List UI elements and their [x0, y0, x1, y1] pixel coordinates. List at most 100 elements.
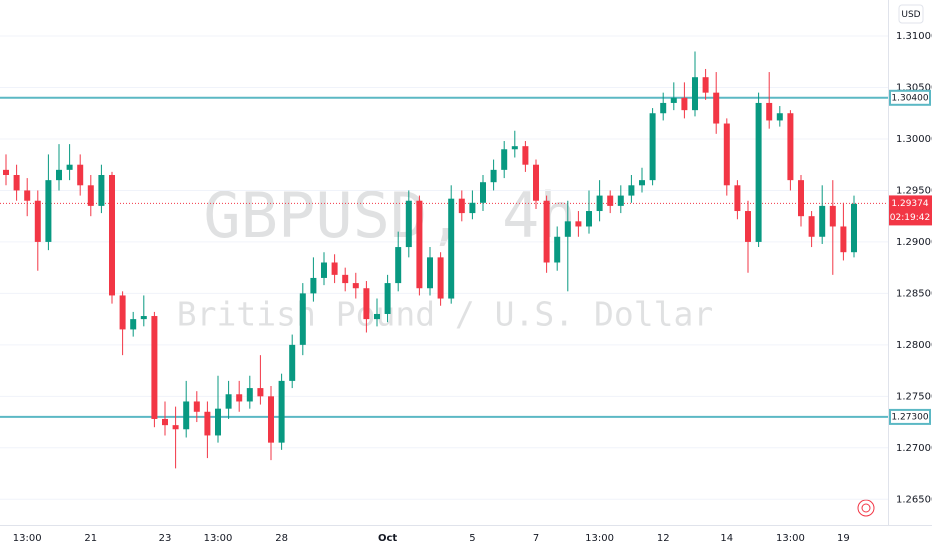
candle-body: [501, 149, 508, 170]
candle-body: [77, 164, 84, 186]
candle-body: [639, 180, 645, 186]
candle-body: [766, 102, 773, 121]
candle-body: [98, 175, 105, 206]
x-tick-label: 23: [159, 533, 172, 544]
y-tick-label: 1.29500: [896, 185, 932, 196]
candle-body: [34, 200, 41, 242]
candle-body: [522, 146, 529, 165]
candle-body: [829, 205, 836, 227]
candle-body: [787, 113, 794, 181]
candle-body: [109, 175, 115, 296]
candle-body: [660, 102, 667, 114]
candle-body: [130, 319, 137, 330]
candle-body: [840, 226, 847, 253]
x-tick-label: Oct: [378, 533, 397, 544]
candle-body: [204, 411, 211, 436]
candle-body: [755, 102, 762, 242]
x-tick-label: 19: [837, 533, 850, 544]
currency-box[interactable]: [898, 4, 924, 24]
candle-body: [395, 247, 402, 284]
watermark-subtitle: British Pound / U.S. Dollar: [177, 295, 713, 334]
x-tick-label: 14: [720, 533, 733, 544]
candle-body: [352, 283, 359, 289]
candle-body: [268, 396, 274, 443]
candle-body: [713, 92, 720, 124]
candle-body: [819, 205, 826, 237]
x-tick-label: 5: [469, 533, 475, 544]
candle-body: [575, 221, 582, 227]
candle-body: [469, 202, 476, 214]
y-tick-label: 1.27500: [896, 391, 932, 402]
candle-body: [670, 97, 677, 103]
candle-body: [225, 394, 232, 409]
candle-body: [87, 185, 94, 206]
y-tick-label: 1.31000: [896, 31, 932, 42]
candle-body: [554, 236, 561, 263]
candle-body: [745, 211, 751, 242]
candle-body: [13, 175, 20, 191]
x-tick-label: 28: [275, 533, 288, 544]
candle-body: [363, 288, 370, 320]
candle-body: [543, 200, 550, 263]
y-tick-label: 1.27000: [896, 443, 932, 454]
y-tick-label: 1.28000: [896, 340, 932, 351]
candle-body: [702, 77, 709, 93]
candle-body: [56, 169, 62, 181]
candle-body: [628, 185, 635, 196]
candle-body: [416, 200, 423, 289]
candle-body: [617, 195, 624, 206]
candle-body: [172, 425, 179, 430]
level-label: 1.27300: [891, 412, 928, 422]
candle-body: [193, 401, 200, 412]
candle-body: [511, 146, 518, 150]
levels: [0, 96, 888, 418]
candle-body: [3, 169, 9, 175]
candle-body: [321, 262, 327, 278]
candle-body: [564, 221, 571, 237]
y-tick-label: 1.28500: [896, 288, 932, 299]
candle-body: [45, 180, 52, 242]
candle-body: [692, 77, 698, 111]
candle-body: [405, 200, 412, 248]
candle-body: [183, 401, 190, 430]
candle-body: [723, 123, 730, 186]
grid: [0, 35, 888, 500]
watermark-title: GBPUSD, 4h: [203, 179, 576, 252]
candle-body: [776, 113, 783, 121]
candle-body: [140, 316, 147, 320]
candle-body: [734, 185, 741, 212]
currency-label[interactable]: USD: [901, 10, 920, 20]
y-tick-label: 1.29000: [896, 237, 932, 248]
level-label-inner: [891, 410, 929, 423]
x-tick-label: 13:00: [585, 533, 614, 544]
candle-body: [681, 97, 688, 111]
x-tick-label: 13:00: [13, 533, 42, 544]
candle-body: [162, 418, 168, 426]
candle-body: [437, 257, 444, 299]
candle-body: [310, 277, 317, 294]
candle-body: [246, 388, 253, 402]
candle-body: [427, 257, 433, 289]
candle-body: [151, 316, 158, 419]
level-label: 1.30400: [891, 93, 928, 103]
countdown-label: 02:19:42: [890, 213, 930, 223]
x-tick-label: 21: [84, 533, 97, 544]
y-tick-label: 1.30500: [896, 83, 932, 94]
candle-body: [289, 344, 296, 381]
candle-body: [24, 190, 31, 201]
event-icon[interactable]: [857, 499, 875, 517]
candle-body: [480, 182, 486, 203]
candle-body: [331, 262, 338, 275]
last-price-box: [889, 195, 932, 226]
candle-body: [278, 380, 285, 443]
candle-body: [374, 313, 380, 320]
candle-body: [596, 195, 603, 212]
x-tick-label: 13:00: [776, 533, 805, 544]
candle-body: [851, 203, 857, 253]
event-icon-inner[interactable]: [861, 503, 871, 513]
candle-body: [66, 164, 73, 170]
candle-body: [215, 408, 221, 436]
price-axis: 1.31000 1.30500 1.30000 1.29500 1.29000 1.285…: [896, 31, 932, 505]
candle-body: [342, 274, 349, 284]
